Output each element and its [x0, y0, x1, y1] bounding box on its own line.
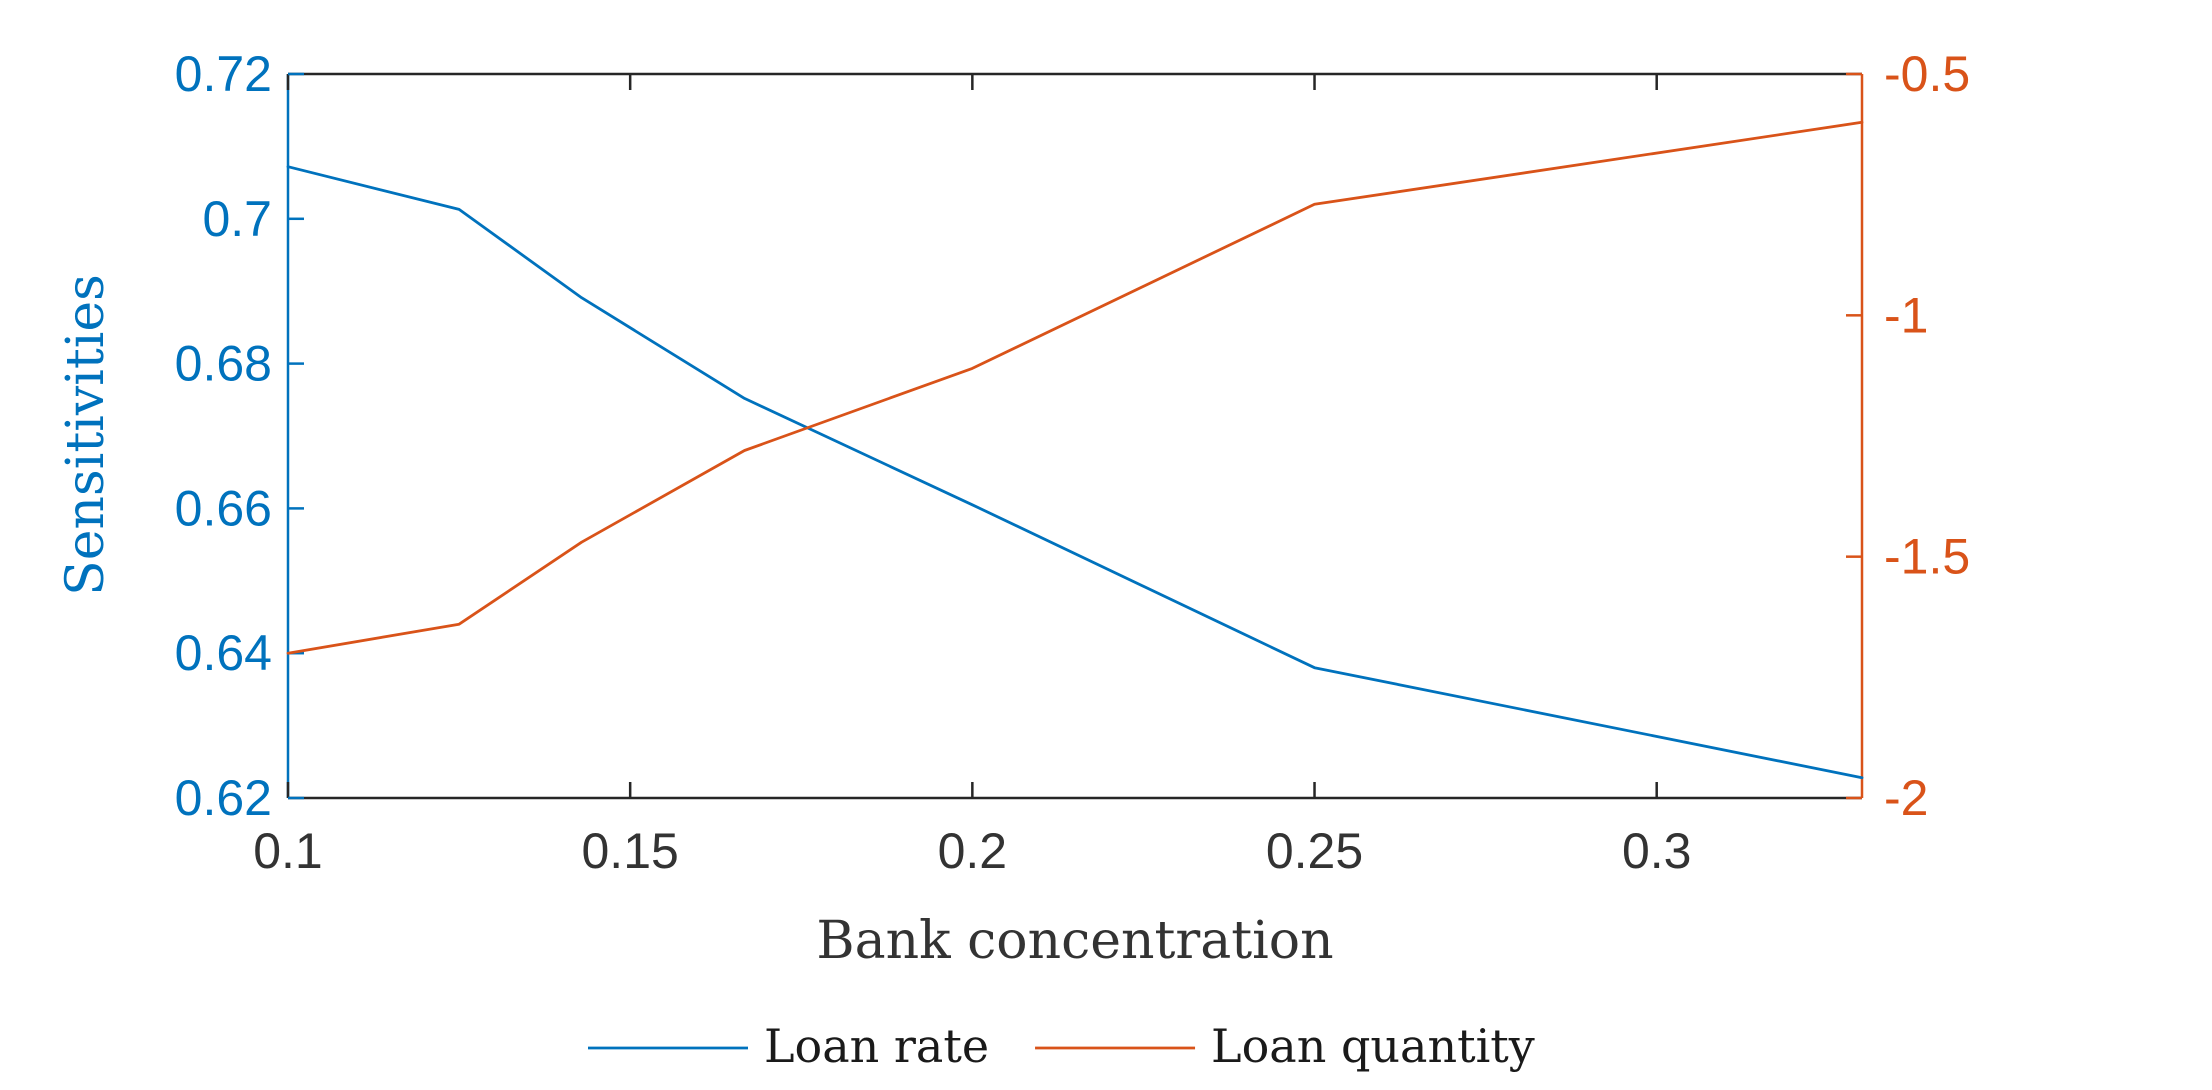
x-tick-label: 0.2: [938, 823, 1008, 879]
series-lines: [286, 120, 1864, 780]
left-y-tick-label: 0.7: [202, 191, 272, 247]
x-tick-label: 0.25: [1266, 823, 1363, 879]
x-axis-label: Bank concentration: [816, 911, 1333, 971]
left-y-axis-label: Sensitivities: [56, 274, 116, 596]
x-tick-label: 0.15: [582, 823, 679, 879]
x-tick-label: 0.3: [1622, 823, 1692, 879]
left-y-tick-label: 0.62: [175, 770, 272, 826]
loan-rate-series-line: [286, 165, 1864, 780]
left-y-axis-ticks: 0.62 0.64 0.66 0.68 0.7 0.72: [175, 46, 304, 826]
legend-label-loan-quantity: Loan quantity: [1211, 1019, 1535, 1073]
left-y-tick-label: 0.66: [175, 480, 272, 536]
right-y-axis-ticks: -2 -1.5 -1 -0.5: [1846, 46, 1970, 826]
legend: Loan rate Loan quantity: [588, 1019, 1535, 1073]
right-y-tick-label: -1: [1884, 287, 1928, 343]
x-tick-label: 0.1: [253, 823, 323, 879]
plot-frame: [286, 72, 1864, 800]
right-y-tick-label: -0.5: [1884, 46, 1970, 102]
x-axis-ticks: 0.1 0.15 0.2 0.25 0.3: [253, 74, 1691, 879]
right-y-tick-label: -1.5: [1884, 529, 1970, 585]
left-y-tick-label: 0.68: [175, 336, 272, 392]
loan-quantity-series-line: [286, 120, 1864, 655]
right-y-tick-label: -2: [1884, 770, 1928, 826]
left-y-tick-label: 0.64: [175, 625, 272, 681]
left-y-tick-label: 0.72: [175, 46, 272, 102]
legend-label-loan-rate: Loan rate: [764, 1019, 989, 1073]
